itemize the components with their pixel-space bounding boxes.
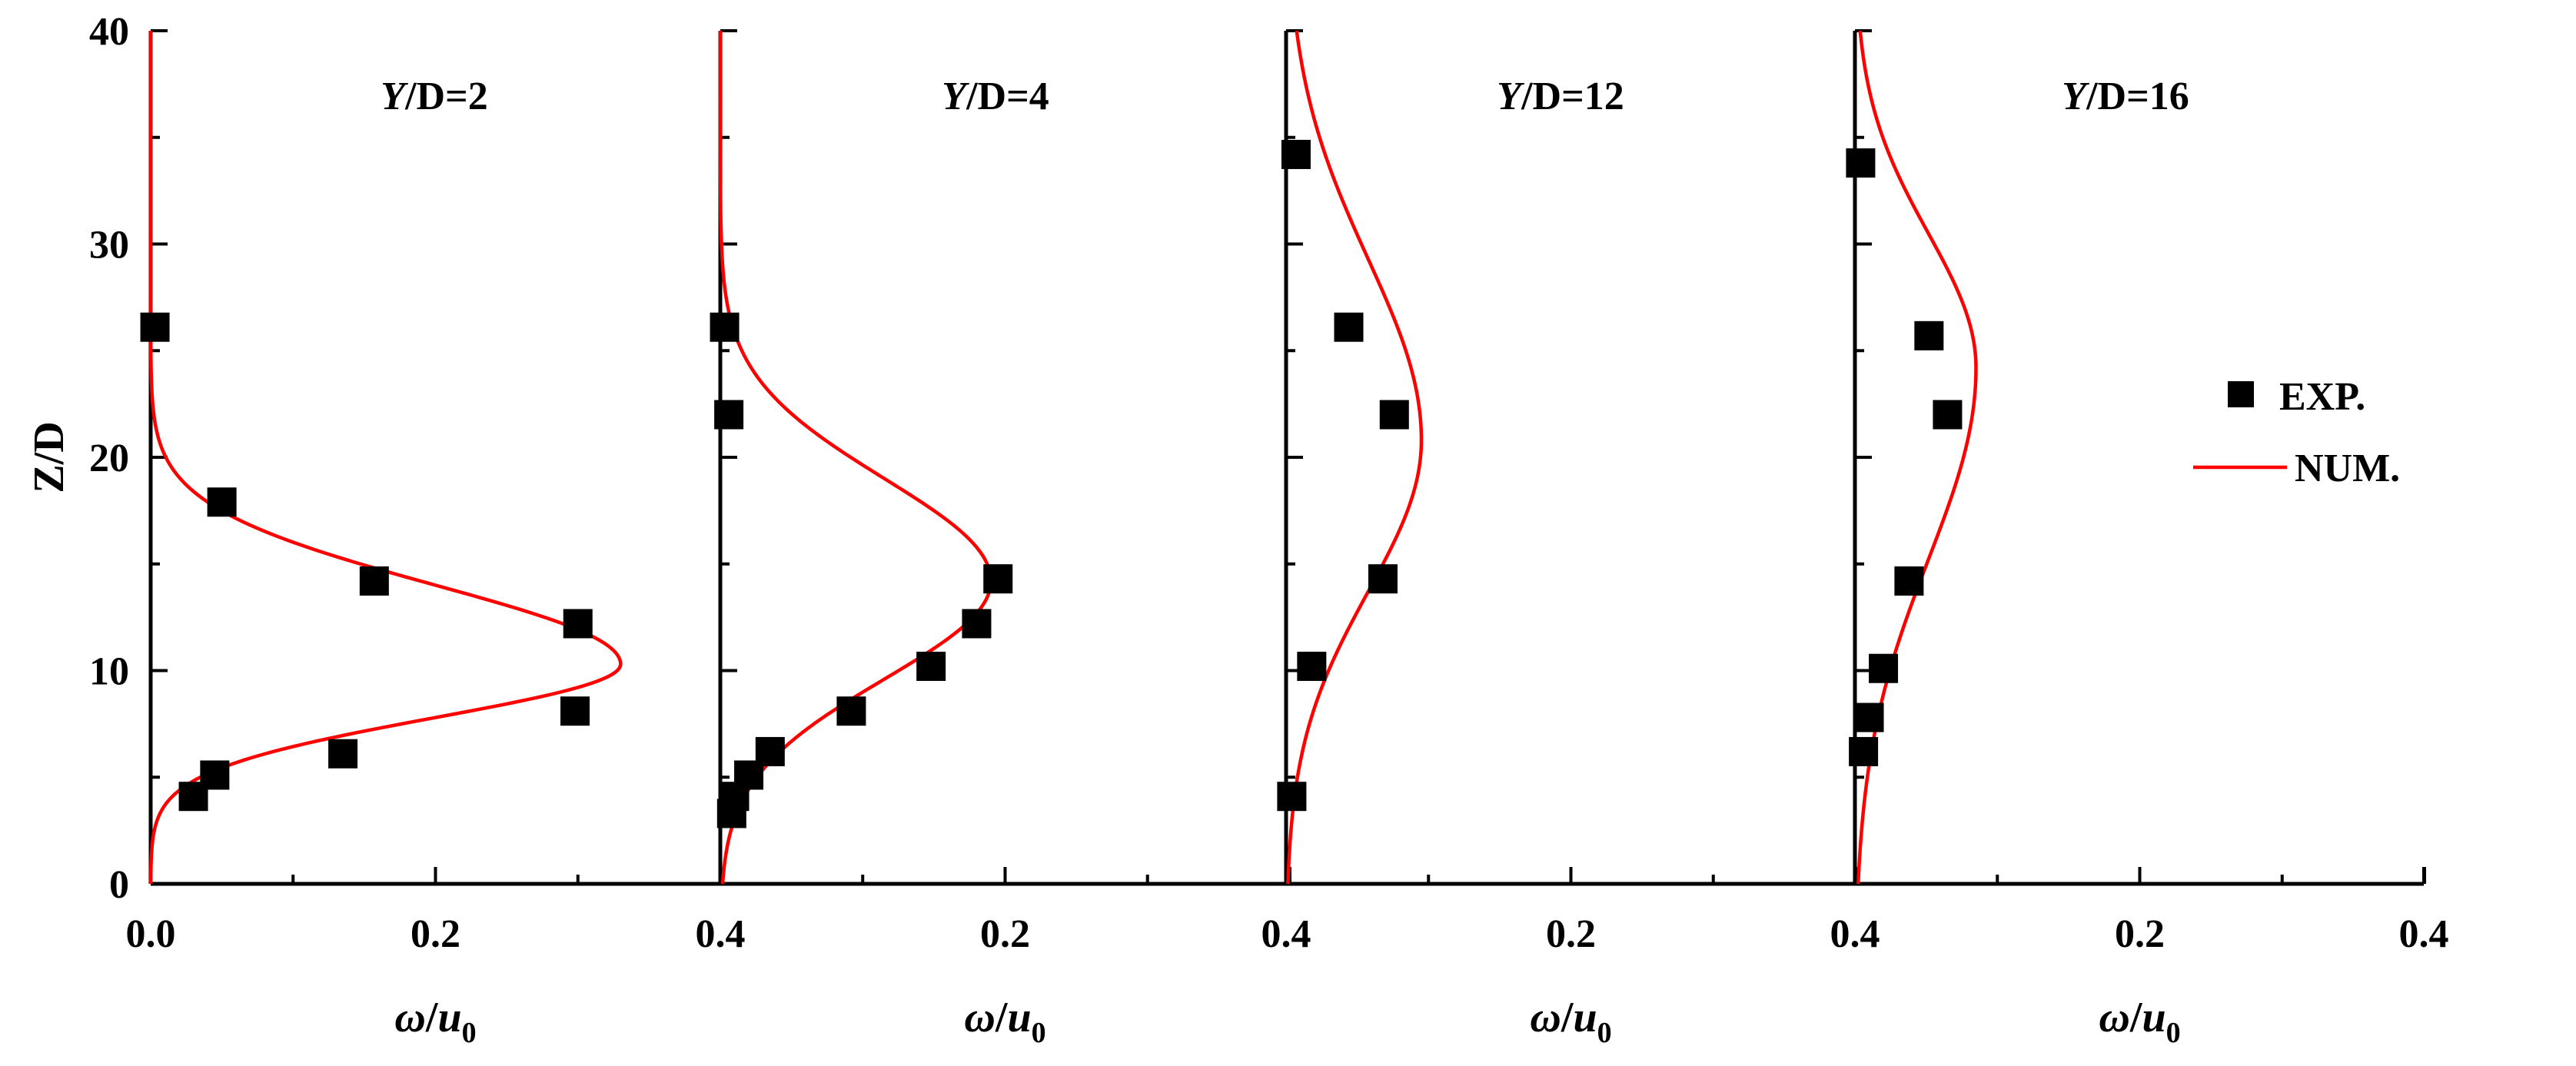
exp-point xyxy=(207,487,237,517)
exp-point xyxy=(916,651,946,681)
x-tick-label: 0.0 xyxy=(126,912,176,956)
x-axis-title-panel-1: ω/u0 xyxy=(394,994,476,1049)
exp-point xyxy=(178,782,208,812)
marker-layer xyxy=(140,139,1963,829)
exp-point xyxy=(1849,736,1879,766)
legend: EXP. NUM. xyxy=(2193,375,2400,490)
exp-point xyxy=(716,799,746,829)
x-tick-label: 0.2 xyxy=(1546,912,1596,956)
x-axis-title-panel-2: ω/u0 xyxy=(964,994,1045,1049)
exp-point xyxy=(962,609,992,639)
y-tick-label: 30 xyxy=(89,224,129,267)
panel-title-3: Y/D=12 xyxy=(1497,75,1624,118)
exp-point xyxy=(1854,702,1884,732)
y-axis-title: Z/D xyxy=(25,421,73,493)
y-tick-label: 0 xyxy=(109,863,129,907)
num-curve-panel-1 xyxy=(148,31,623,885)
x-tick-label: 0.4 xyxy=(2399,912,2449,956)
legend-exp-marker xyxy=(2228,381,2254,407)
x-tick-label: 0.2 xyxy=(980,912,1030,956)
label-layer: 0 10 20 30 40 0.0 0.2 0.4 0.2 0.4 0.2 0.4 0.2 0.4 Z/D ω… xyxy=(25,10,2449,1049)
x-axis-title-panel-3: ω/u0 xyxy=(1530,994,1611,1049)
x-tick-label: 0.4 xyxy=(1261,912,1311,956)
y-tick-label: 20 xyxy=(89,437,129,480)
legend-exp-label: EXP. xyxy=(2279,375,2365,419)
exp-point xyxy=(1914,320,1944,350)
exp-point xyxy=(1894,566,1924,596)
x-tick-label: 0.4 xyxy=(1830,912,1880,956)
exp-point xyxy=(836,696,866,726)
legend-num-label: NUM. xyxy=(2295,447,2400,490)
exp-point xyxy=(359,566,389,596)
exp-point xyxy=(560,696,590,726)
exp-point xyxy=(1281,139,1311,169)
exp-point xyxy=(1334,312,1364,342)
exp-point xyxy=(1368,564,1398,594)
x-axis-title-panel-4: ω/u0 xyxy=(2099,994,2180,1049)
exp-point xyxy=(1297,651,1327,681)
exp-point xyxy=(1379,400,1409,430)
exp-point xyxy=(710,312,740,342)
panel-title-4: Y/D=16 xyxy=(2062,75,2189,118)
panel-title-2: Y/D=4 xyxy=(942,75,1049,118)
exp-point xyxy=(983,564,1013,594)
exp-point xyxy=(328,739,358,769)
panel-title-1: Y/D=2 xyxy=(381,75,487,118)
x-tick-label: 0.2 xyxy=(410,912,460,956)
num-curve-panel-3 xyxy=(1286,30,1424,885)
y-tick-label: 10 xyxy=(89,650,129,694)
exp-point xyxy=(1277,782,1307,812)
exp-point xyxy=(140,312,170,342)
exp-point xyxy=(1846,148,1876,178)
y-tick-label: 40 xyxy=(89,10,129,54)
exp-point xyxy=(1869,653,1899,683)
exp-point xyxy=(1933,400,1963,430)
x-tick-label: 0.2 xyxy=(2115,912,2165,956)
exp-point xyxy=(714,400,744,430)
curve-layer xyxy=(148,30,1978,885)
exp-point xyxy=(563,609,593,639)
num-curve-panel-2 xyxy=(718,31,993,885)
x-tick-label: 0.4 xyxy=(696,912,746,956)
